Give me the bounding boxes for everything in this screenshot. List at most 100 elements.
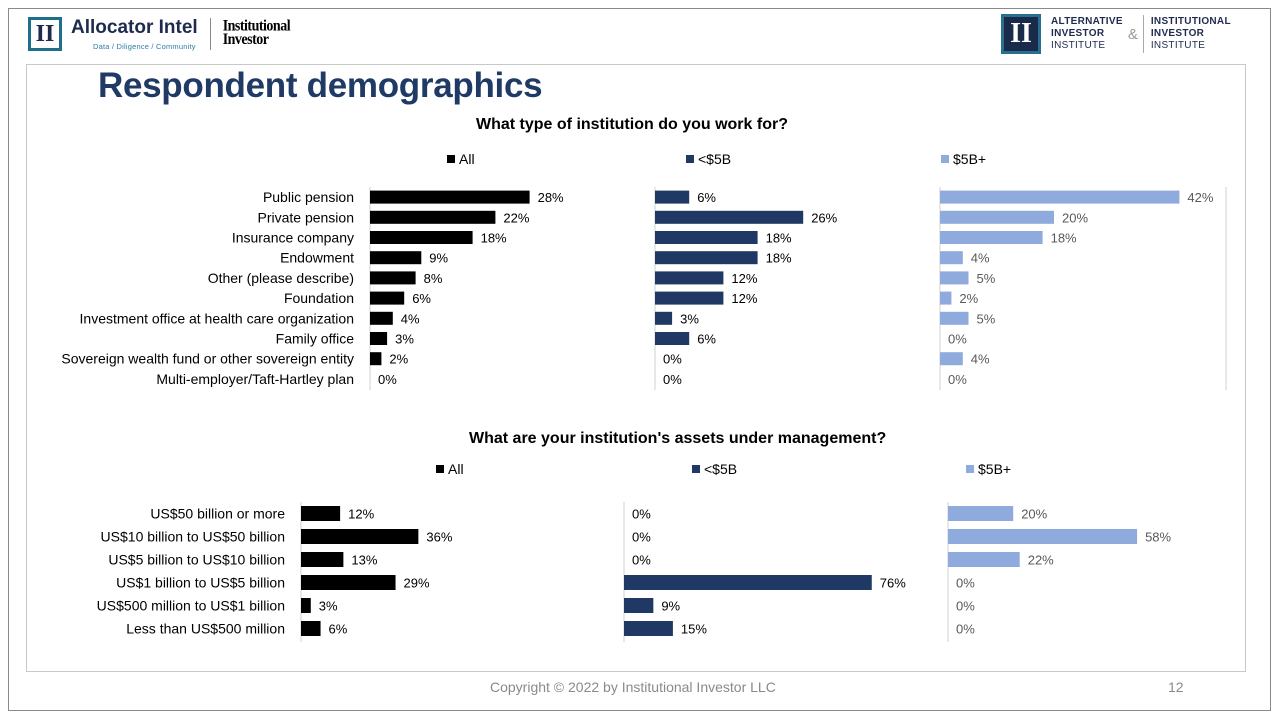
chart1-bar-all	[370, 251, 422, 265]
legend-label-all: All	[448, 461, 464, 477]
chart1-data-label-all: 2%	[389, 352, 408, 367]
chart2-bar-all	[301, 621, 321, 636]
chart1-bar-under5b	[655, 190, 690, 204]
chart2-data-label-over5b: 0%	[956, 576, 975, 591]
chart2-category-label: Less than US$500 million	[126, 621, 285, 637]
chart1-category-label: Family office	[276, 331, 355, 347]
chart2-data-label-over5b: 58%	[1145, 530, 1171, 545]
chart2-bar-all	[301, 575, 396, 590]
brand-tagline: Data / Diligence / Community	[93, 41, 196, 51]
chart1-category-label: Private pension	[257, 209, 354, 225]
chart1-data-label-under5b: 0%	[663, 352, 682, 367]
brand-name: Allocator Intel	[71, 16, 198, 38]
alternative-investor-institute-label: ALTERNATIVE INVESTOR INSTITUTE	[1051, 16, 1123, 52]
chart1-data-label-all: 3%	[395, 332, 414, 347]
chart1-data-label-all: 18%	[481, 231, 507, 246]
allocator-intel-logo: II Allocator Intel Data / Diligence / Co…	[28, 15, 291, 53]
header-divider	[209, 18, 211, 50]
chart1-data-label-under5b: 26%	[811, 210, 837, 225]
chart1-legend-all: All	[447, 151, 475, 167]
chart1-bar-under5b	[655, 231, 758, 244]
chart1-category-label: Public pension	[263, 189, 354, 205]
chart2-bar-under5b	[624, 575, 872, 590]
chart1-bar-all	[370, 311, 393, 325]
legend-swatch-over5b	[966, 465, 974, 473]
chart1-title: What type of institution do you work for…	[476, 116, 788, 133]
chart1-category-label: Sovereign wealth fund or other sovereign…	[61, 351, 354, 367]
chart2-bar-all	[301, 552, 344, 567]
chart1-bar-all	[370, 271, 416, 285]
chart2-data-label-over5b: 22%	[1028, 553, 1054, 568]
chart2-data-label-all: 3%	[319, 599, 338, 614]
chart1-data-label-under5b: 0%	[663, 372, 682, 387]
chart2-legend-over5b: $5B+	[966, 461, 1011, 477]
chart1-data-label-all: 4%	[401, 311, 420, 326]
chart1-legend-under5b: <$5B	[686, 151, 731, 167]
org1-line-3: INSTITUTE	[1051, 40, 1106, 51]
slide-outer-border	[8, 8, 1271, 711]
chart1-bar-over5b	[940, 231, 1043, 244]
ii-logo-icon: II	[28, 17, 62, 51]
page-title: Respondent demographics	[98, 66, 543, 105]
chart2-data-label-over5b: 0%	[956, 599, 975, 614]
legend-label-under5b: <$5B	[704, 461, 738, 477]
institutional-investor-wordmark: Institutional Investor	[222, 18, 291, 48]
chart1-data-label-under5b: 6%	[697, 190, 716, 205]
chart1-bar-all	[370, 352, 382, 366]
chart2-data-label-all: 36%	[426, 530, 452, 545]
page-number: 12	[1168, 679, 1184, 695]
chart1-bar-under5b	[655, 251, 758, 265]
ii-institute-logo-icon: II	[1001, 14, 1041, 54]
ampersand: &	[1127, 25, 1138, 43]
chart2-data-label-under5b: 76%	[880, 576, 906, 591]
chart1-data-label-over5b: 20%	[1062, 210, 1088, 225]
chart1-legend-over5b: $5B+	[941, 151, 986, 167]
chart2-data-label-all: 13%	[351, 553, 377, 568]
chart1-category-label: Endowment	[280, 250, 354, 266]
chart2-bar-over5b	[948, 506, 1014, 521]
chart1-data-label-over5b: 42%	[1187, 190, 1213, 205]
chart2-data-label-all: 6%	[329, 622, 348, 637]
chart1-data-label-over5b: 2%	[959, 291, 978, 306]
legend-label-under5b: <$5B	[698, 151, 732, 167]
chart1-data-label-all: 6%	[412, 291, 431, 306]
chart2-legend-under5b: <$5B	[692, 461, 737, 477]
org2-line-2: INVESTOR	[1150, 28, 1205, 39]
chart1-data-label-all: 22%	[503, 210, 529, 225]
chart2-data-label-under5b: 15%	[681, 622, 707, 637]
chart1-data-label-over5b: 18%	[1051, 231, 1077, 246]
chart1-bar-over5b	[940, 251, 963, 265]
legend-label-over5b: $5B+	[978, 461, 1012, 477]
chart2-bar-under5b	[624, 621, 673, 636]
chart2-data-label-over5b: 20%	[1021, 507, 1047, 522]
legend-swatch-all	[447, 155, 455, 163]
org1-line-1: ALTERNATIVE	[1051, 16, 1123, 27]
copyright-footer: Copyright © 2022 by Institutional Invest…	[490, 679, 776, 695]
legend-label-all: All	[459, 151, 475, 167]
chart1-bar-over5b	[940, 352, 963, 366]
partner-line-1: Institutional	[222, 18, 291, 36]
chart1-data-label-under5b: 12%	[731, 291, 757, 306]
chart2-data-label-under5b: 0%	[632, 553, 651, 568]
chart2-data-label-all: 29%	[404, 576, 430, 591]
chart1-bar-all	[370, 231, 473, 244]
chart1-category-label: Multi-employer/Taft-Hartley plan	[156, 371, 354, 387]
chart1-bar-under5b	[655, 332, 690, 345]
chart1-bar-all	[370, 332, 388, 345]
chart1-data-label-over5b: 4%	[971, 352, 990, 367]
chart2-category-label: US$1 billion to US$5 billion	[116, 575, 285, 591]
chart2-bar-all	[301, 529, 419, 544]
chart1-data-label-all: 9%	[429, 251, 448, 266]
chart2-bar-over5b	[948, 552, 1020, 567]
chart2-bar-all	[301, 598, 311, 613]
chart1-bar-under5b	[655, 311, 673, 325]
chart2-category-label: US$500 million to US$1 billion	[97, 598, 285, 614]
chart1-data-label-under5b: 18%	[766, 251, 792, 266]
chart1-category-label: Foundation	[284, 290, 354, 306]
chart1-data-label-over5b: 4%	[971, 251, 990, 266]
chart2-data-label-under5b: 0%	[632, 507, 651, 522]
chart2-data-label-under5b: 9%	[661, 599, 680, 614]
legend-swatch-all	[436, 465, 444, 473]
chart2-data-label-over5b: 0%	[956, 622, 975, 637]
